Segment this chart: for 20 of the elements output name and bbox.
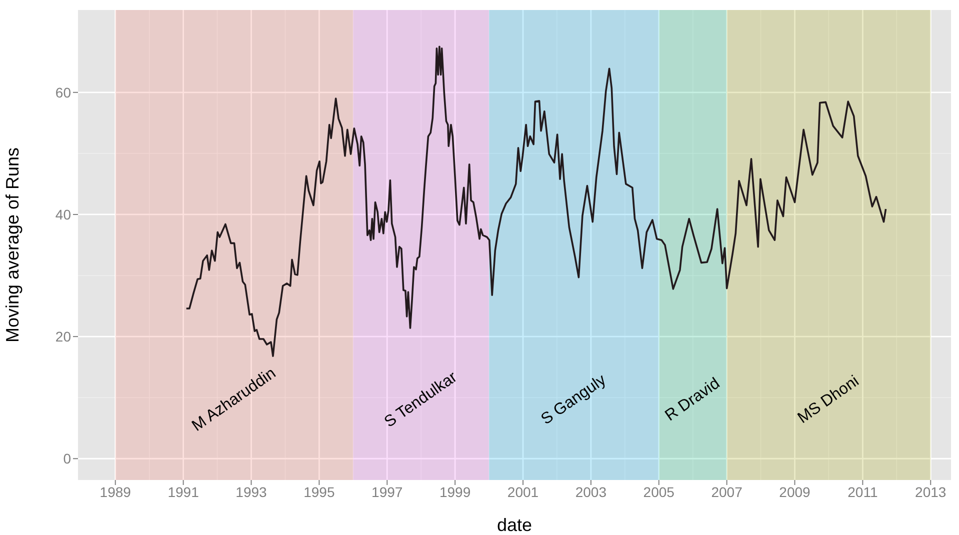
x-axis-title: date xyxy=(496,515,532,535)
x-tick-label: 2001 xyxy=(507,484,539,500)
x-tick-label: 2013 xyxy=(915,484,946,500)
line-series xyxy=(185,46,887,357)
x-tick-label: 1999 xyxy=(439,484,471,500)
y-tick-label: 20 xyxy=(55,328,72,345)
x-tick-label: 2007 xyxy=(711,484,743,500)
x-tick-label: 1997 xyxy=(372,484,403,500)
x-tick-label: 2009 xyxy=(779,484,811,500)
x-tick-label: 1989 xyxy=(100,484,132,500)
x-tick-label: 1991 xyxy=(168,484,200,500)
x-tick-label: 2005 xyxy=(643,484,675,500)
y-tick-label: 40 xyxy=(55,206,72,222)
x-tick-label: 2011 xyxy=(848,484,878,500)
y-axis-title: Moving average of Runs xyxy=(2,147,22,343)
y-tick-label: 0 xyxy=(63,450,72,467)
x-tick-label: 2003 xyxy=(575,484,607,500)
x-tick-label: 1995 xyxy=(304,484,335,500)
x-tick-label: 1993 xyxy=(236,484,268,500)
y-tick-label: 60 xyxy=(55,84,72,100)
